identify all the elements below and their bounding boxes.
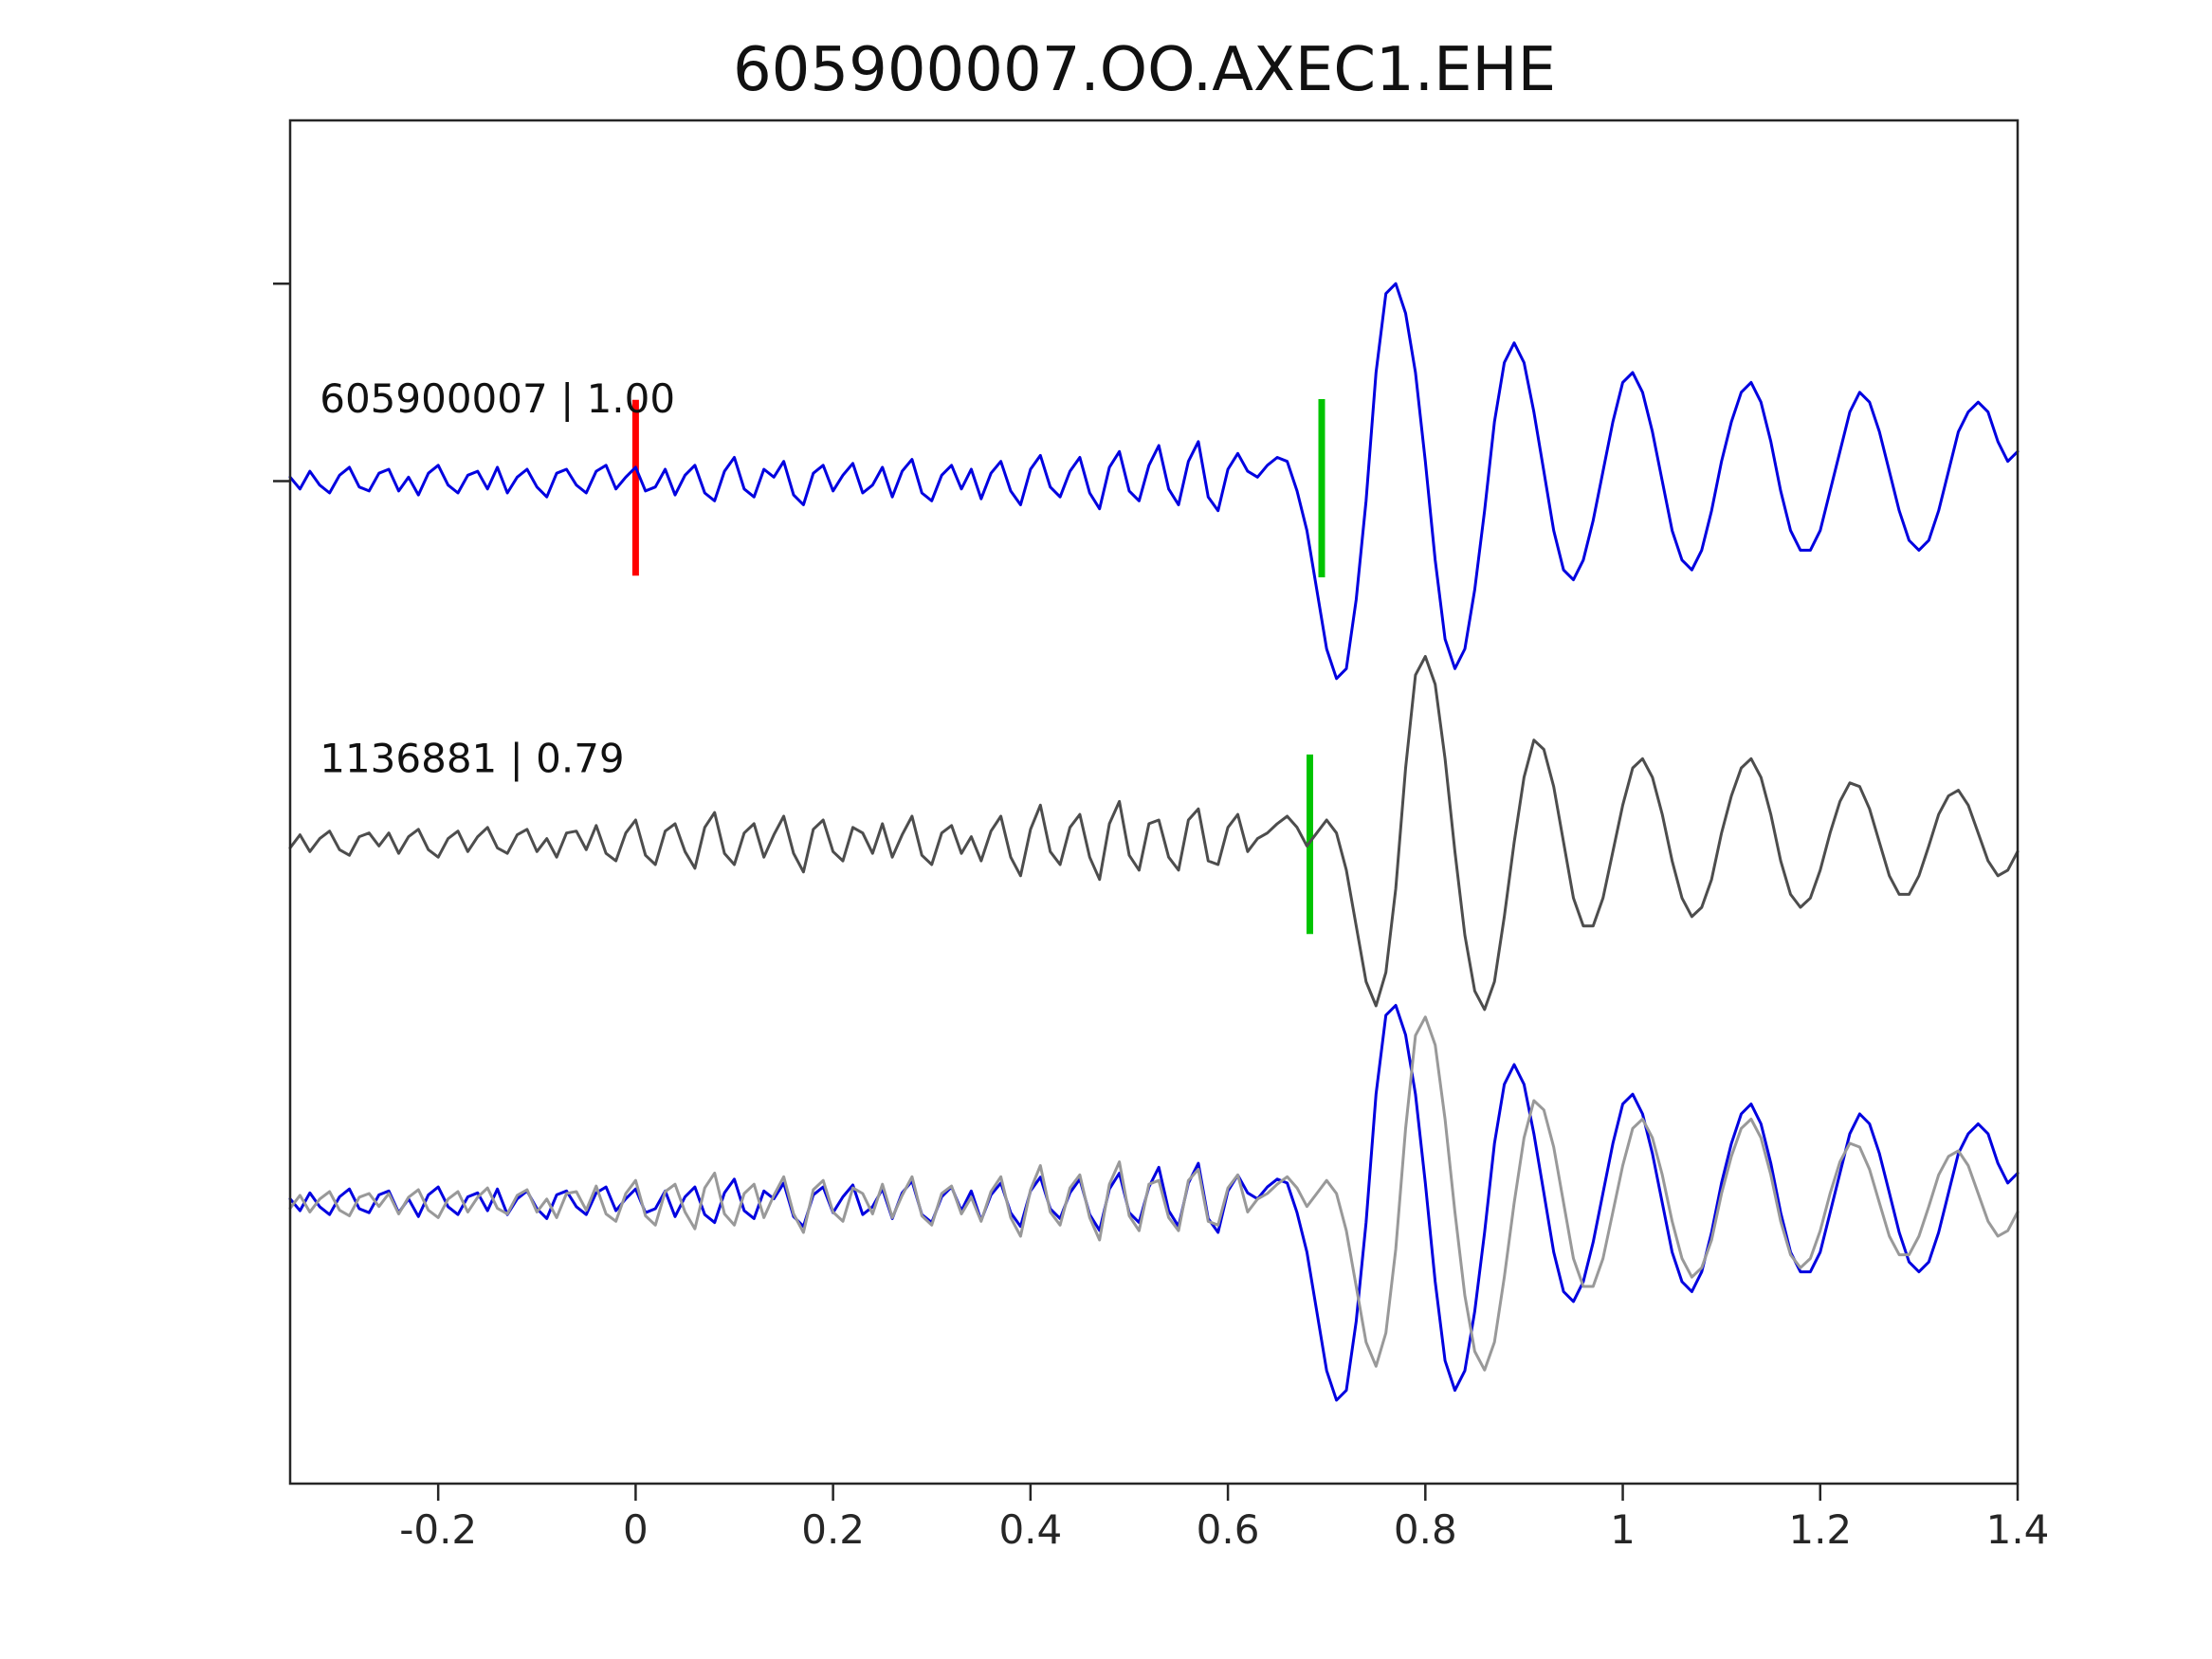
x-tick-label: 0.4 [998, 1506, 1062, 1553]
axes-box [288, 118, 2020, 1486]
trace-labels: 605900007 | 1.00 1136881 | 0.79 [320, 375, 675, 781]
waveform-605900007 [288, 282, 2020, 681]
x-tick-label: -0.2 [399, 1506, 477, 1553]
waveform-overlay-1136881 [288, 1015, 2020, 1372]
waveform-overlay-605900007 [288, 1004, 2020, 1402]
x-tick-label: 1.4 [1986, 1506, 2050, 1553]
x-tick-label: 1.2 [1788, 1506, 1852, 1553]
x-tick-label: 0.2 [801, 1506, 865, 1553]
waveform-1136881 [288, 655, 2020, 1012]
x-tick-label: 0 [623, 1506, 649, 1553]
x-tick-label: 0.8 [1394, 1506, 1457, 1553]
axes: -0.2 0 0.2 0.4 0.6 0.8 1 1.2 1.4 [273, 118, 2050, 1553]
trace-label-1136881: 1136881 | 0.79 [320, 735, 624, 781]
trace-label-605900007: 605900007 | 1.00 [320, 375, 675, 422]
x-tick-label: 1 [1610, 1506, 1636, 1553]
traces [288, 282, 2020, 1402]
chart-title: 605900007.OO.AXEC1.EHE [733, 35, 1556, 105]
x-tick-label: 0.6 [1197, 1506, 1260, 1553]
